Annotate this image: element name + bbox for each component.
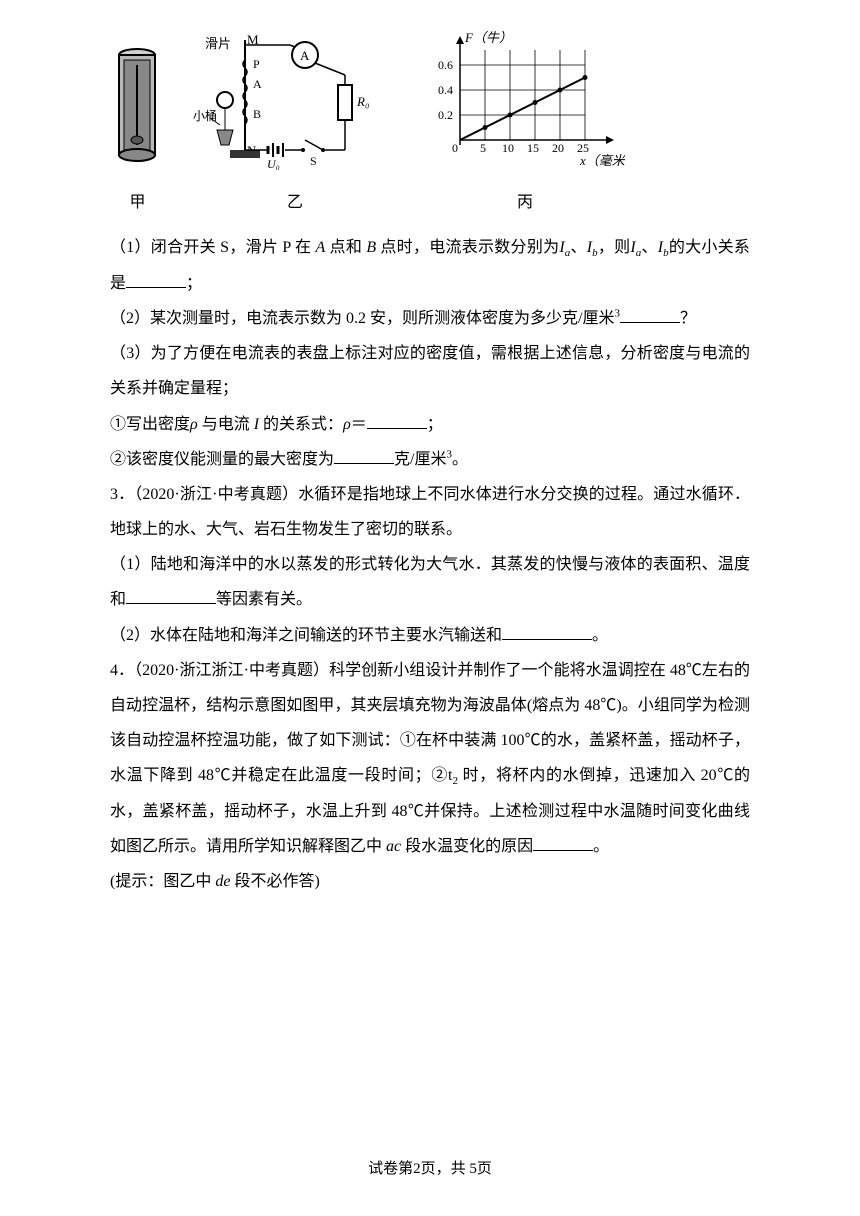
q3-semi: ； — [427, 416, 443, 433]
q1-text-e: ，则 — [598, 239, 631, 256]
figure-jia-label: 甲 — [110, 185, 165, 220]
q1-text-h: ； — [186, 275, 202, 292]
q1-text-a: （1）闭合开关 S，滑片 P 在 — [110, 239, 316, 256]
q2-qmark: ？ — [680, 310, 696, 327]
q3-period: 。 — [452, 451, 468, 468]
q3-1a: ①写出密度 — [110, 416, 190, 433]
q1-text-f: 、 — [641, 239, 658, 256]
question-3-main: 3．（2020·浙江·中考真题）水循环是指地球上不同水体进行水分交换的过程。通过… — [110, 477, 750, 547]
figure-jia: 甲 — [110, 40, 165, 220]
svg-text:R₀: R₀ — [356, 94, 369, 109]
svg-text:A: A — [300, 48, 310, 63]
svg-text:x（毫米）: x（毫米） — [579, 153, 625, 168]
figure-bing: 0.2 0.4 0.6 0 5 10 15 20 25 F（牛） x（毫米） 丙 — [425, 30, 625, 220]
question-2: （2）某次测量时，电流表示数为 0.2 安，则所测液体密度为多少克/厘米3？ — [110, 301, 750, 336]
q4-text: 4．（2020·浙江浙江·中考真题）科学创新小组设计并制作了一个能将水温调控在 … — [110, 662, 750, 785]
svg-text:20: 20 — [552, 141, 564, 155]
line-chart: 0.2 0.4 0.6 0 5 10 15 20 25 F（牛） x（毫米） — [425, 30, 625, 170]
q1-text-d: 、 — [570, 239, 587, 256]
question-3-sub1: （1）陆地和海洋中的水以蒸发的形式转化为大气水．其蒸发的快慢与液体的表面积、温度… — [110, 547, 750, 617]
circuit-diagram: M 滑片 小桶 P A B N A R₀ — [185, 30, 405, 170]
blank-7 — [533, 832, 593, 851]
q4-textc: 段水温变化的原因 — [401, 838, 533, 855]
question-4: 4．（2020·浙江浙江·中考真题）科学创新小组设计并制作了一个能将水温调控在 … — [110, 653, 750, 864]
q1-text-c: 点时，电流表示数分别为 — [376, 239, 559, 256]
blank-5 — [126, 585, 216, 604]
svg-text:0.6: 0.6 — [438, 58, 453, 72]
blank-6 — [502, 620, 592, 639]
svg-text:A: A — [253, 77, 262, 91]
svg-text:10: 10 — [502, 141, 514, 155]
q1-text-b: 点和 — [325, 239, 366, 256]
q4-period: 。 — [593, 838, 609, 855]
blank-1 — [126, 269, 186, 288]
q3-1c: 的关系式： — [259, 416, 343, 433]
q1-A: A — [316, 239, 326, 256]
q3m-s1b: 等因素有关。 — [216, 591, 312, 608]
question-3-line1: ①写出密度ρ 与电流 I 的关系式：ρ＝； — [110, 407, 750, 442]
blank-2 — [620, 304, 680, 323]
question-3-line2: ②该密度仪能测量的最大密度为克/厘米3。 — [110, 442, 750, 477]
q4-hintb: 段不必作答) — [230, 873, 319, 890]
figure-yi-label: 乙 — [185, 185, 405, 220]
q3-2a: ②该密度仪能测量的最大密度为 — [110, 451, 334, 468]
svg-text:0.2: 0.2 — [438, 108, 453, 122]
svg-text:B: B — [253, 107, 261, 121]
q3-1b: 与电流 — [198, 416, 254, 433]
q4-de: de — [215, 873, 230, 890]
q3m-s2b: 。 — [592, 627, 608, 644]
q4-hint: (提示：图乙中 — [110, 873, 215, 890]
page-footer: 试卷第2页，共 5页 — [0, 1153, 860, 1186]
q4-ac: ac — [386, 838, 401, 855]
svg-text:F（牛）: F（牛） — [464, 30, 512, 45]
question-1: （1）闭合开关 S，滑片 P 在 A 点和 B 点时，电流表示数分别为Ia、Ib… — [110, 230, 750, 301]
question-3-intro: （3）为了方便在电流表的表盘上标注对应的密度值，需根据上述信息，分析密度与电流的… — [110, 336, 750, 406]
q3-rho2: ρ — [343, 416, 351, 433]
blank-3 — [367, 409, 427, 428]
figure-row: 甲 M 滑片 小桶 P A B N A R₀ — [110, 30, 750, 220]
svg-text:P: P — [253, 57, 260, 71]
q2-text: （2）某次测量时，电流表示数为 0.2 安，则所测液体密度为多少克/厘米 — [110, 310, 614, 327]
q3-2b: 克/厘米 — [394, 451, 446, 468]
figure-yi: M 滑片 小桶 P A B N A R₀ — [185, 30, 405, 220]
cylinder-diagram — [110, 40, 165, 170]
svg-text:0.4: 0.4 — [438, 83, 453, 97]
blank-4 — [334, 445, 394, 464]
q1-B: B — [366, 239, 376, 256]
svg-text:0: 0 — [452, 141, 458, 155]
question-3-sub2: （2）水体在陆地和海洋之间输送的环节主要水汽输送和 。 — [110, 618, 750, 653]
svg-text:5: 5 — [480, 141, 486, 155]
svg-text:15: 15 — [527, 141, 539, 155]
svg-text:U₀: U₀ — [267, 157, 280, 170]
q3m-s2: （2）水体在陆地和海洋之间输送的环节主要水汽输送和 — [110, 627, 502, 644]
svg-text:滑片: 滑片 — [205, 36, 231, 51]
q3-eq: ＝ — [351, 416, 367, 433]
question-4-hint: (提示：图乙中 de 段不必作答) — [110, 864, 750, 899]
q3-rho: ρ — [190, 416, 198, 433]
figure-bing-label: 丙 — [425, 185, 625, 220]
svg-text:S: S — [310, 154, 317, 168]
